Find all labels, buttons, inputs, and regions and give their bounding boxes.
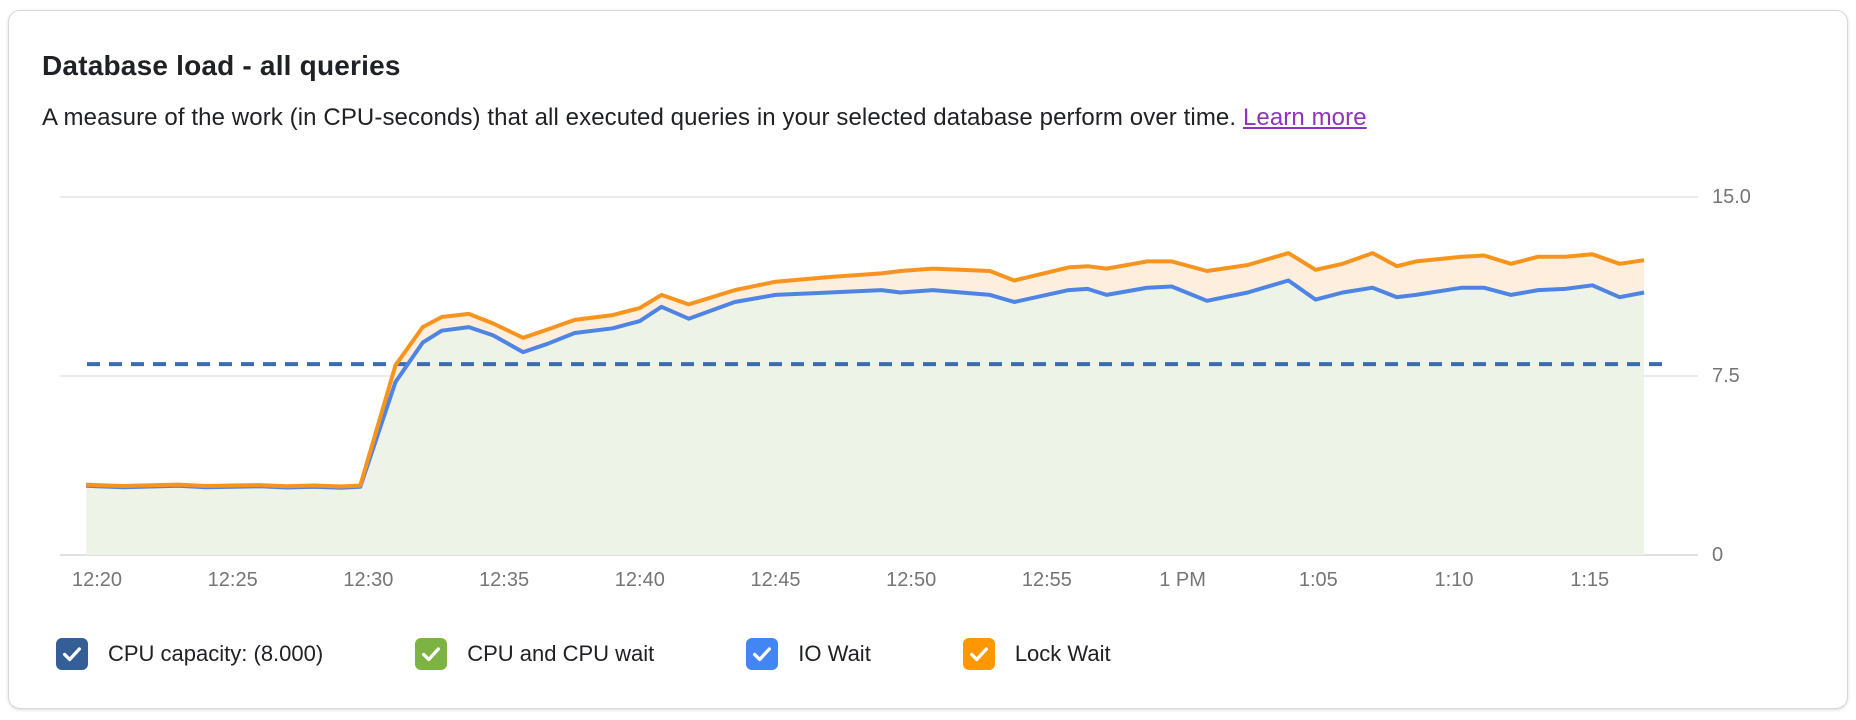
legend-checkbox[interactable] [746, 638, 779, 670]
chart-description-text: A measure of the work (in CPU-seconds) t… [42, 104, 1237, 131]
x-tick-label: 12:30 [343, 569, 394, 591]
legend-checkbox[interactable] [962, 638, 995, 670]
checkmark-icon [969, 647, 988, 662]
legend-label: IO Wait [798, 641, 871, 666]
checkmark-icon [63, 647, 81, 662]
legend-checkbox[interactable] [415, 638, 448, 670]
legend-label: CPU capacity: (8.000) [108, 641, 324, 666]
x-tick-label: 1:10 [1434, 569, 1474, 591]
chart-plot-area[interactable] [60, 197, 1698, 555]
x-tick-label: 12:25 [207, 569, 258, 591]
cpu-wait-area-fill [86, 280, 1645, 555]
lock-wait-line [86, 251, 1645, 489]
x-tick-label: 12:35 [479, 569, 530, 591]
x-tick-label: 12:40 [614, 569, 665, 591]
legend-label: Lock Wait [1014, 641, 1111, 666]
y-tick-label: 0 [1712, 544, 1724, 566]
x-tick-label: 1:05 [1298, 569, 1338, 591]
legend-label: CPU and CPU wait [467, 641, 655, 666]
page-title: Database load - all queries [42, 50, 401, 81]
chart-description: A measure of the work (in CPU-seconds) t… [42, 104, 1367, 132]
lock-wait-band-fill [86, 253, 1645, 488]
chart-legend: CPU capacity: (8.000) CPU and CPU wait IO … [56, 638, 1111, 670]
checkmark-icon [753, 647, 772, 662]
x-tick-label: 12:50 [886, 569, 937, 591]
x-tick-label: 12:55 [1021, 569, 1072, 591]
legend-item: Lock Wait [962, 638, 1111, 670]
x-tick-label: 1:15 [1570, 569, 1610, 591]
y-tick-label: 15.0 [1712, 185, 1751, 208]
legend-checkbox[interactable] [56, 638, 88, 670]
checkmark-icon [422, 647, 441, 662]
learn-more-link[interactable]: Learn more [1242, 104, 1367, 131]
x-tick-label: 12:45 [750, 569, 801, 591]
y-tick-label: 7.5 [1712, 364, 1740, 387]
legend-item: CPU and CPU wait [415, 638, 654, 670]
x-tick-label: 12:20 [71, 569, 123, 591]
legend-item: IO Wait [746, 638, 871, 670]
x-tick-label: 1 PM [1159, 569, 1206, 591]
legend-item: CPU capacity: (8.000) [56, 638, 323, 670]
